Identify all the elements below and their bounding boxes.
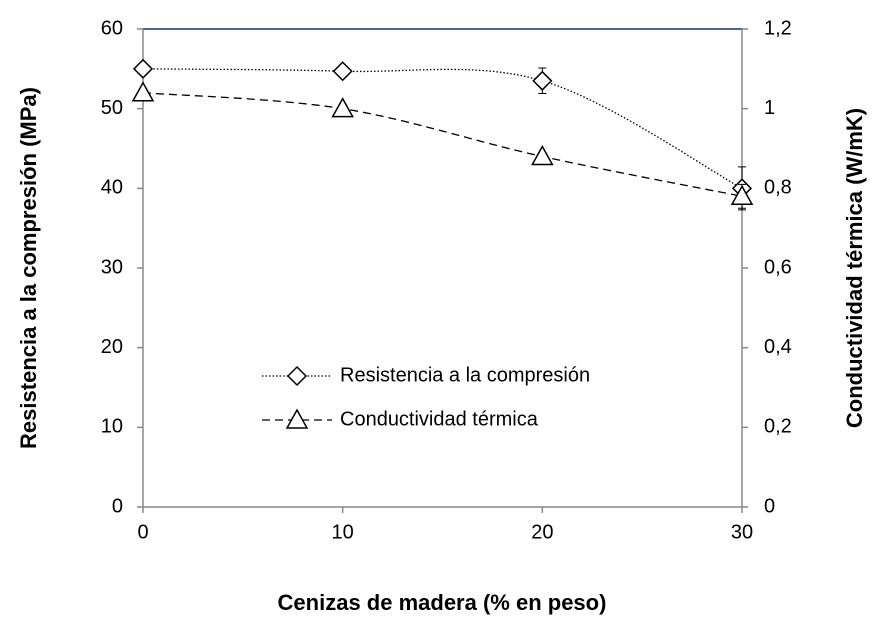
y-tick-label: 30 — [101, 256, 123, 278]
legend-marker — [285, 408, 309, 429]
legend-marker — [286, 365, 308, 387]
series-line — [142, 92, 743, 197]
y2-tick-label: 0,8 — [764, 177, 792, 199]
data-point — [531, 144, 554, 166]
data-point — [332, 61, 353, 82]
data-point — [131, 81, 155, 102]
y-tick-label: 50 — [101, 97, 123, 119]
data-point — [331, 97, 354, 118]
y2-tick-label: 1,2 — [764, 17, 792, 39]
y-axis-title: Resistencia a la compresión (MPa) — [16, 87, 41, 449]
y2-tick-label: 0,4 — [764, 336, 792, 358]
x-tick-label: 20 — [531, 521, 553, 543]
series-line — [142, 68, 743, 189]
data-point — [132, 58, 154, 79]
y-tick-label: 10 — [101, 416, 123, 438]
y-tick-label: 60 — [101, 17, 123, 39]
data-point — [532, 70, 553, 91]
y2-tick-label: 0,2 — [764, 416, 792, 438]
x-tick-label: 10 — [332, 521, 354, 543]
x-tick-label: 30 — [731, 521, 753, 543]
y-tick-label: 40 — [101, 177, 123, 199]
y2-tick-label: 0,6 — [764, 256, 792, 278]
legend-label: Conductividad térmica — [340, 408, 539, 430]
legend-label: Resistencia a la compresión — [340, 364, 590, 386]
x-axis-title: Cenizas de madera (% en peso) — [278, 590, 607, 615]
y2-axis-title: Conductividad térmica (W/mK) — [842, 108, 867, 428]
y2-tick-label: 1 — [764, 97, 775, 119]
data-point — [730, 184, 754, 206]
y-tick-label: 20 — [101, 336, 123, 358]
y-tick-label: 0 — [112, 495, 123, 517]
y2-tick-label: 0 — [764, 495, 775, 517]
x-tick-label: 0 — [137, 521, 148, 543]
